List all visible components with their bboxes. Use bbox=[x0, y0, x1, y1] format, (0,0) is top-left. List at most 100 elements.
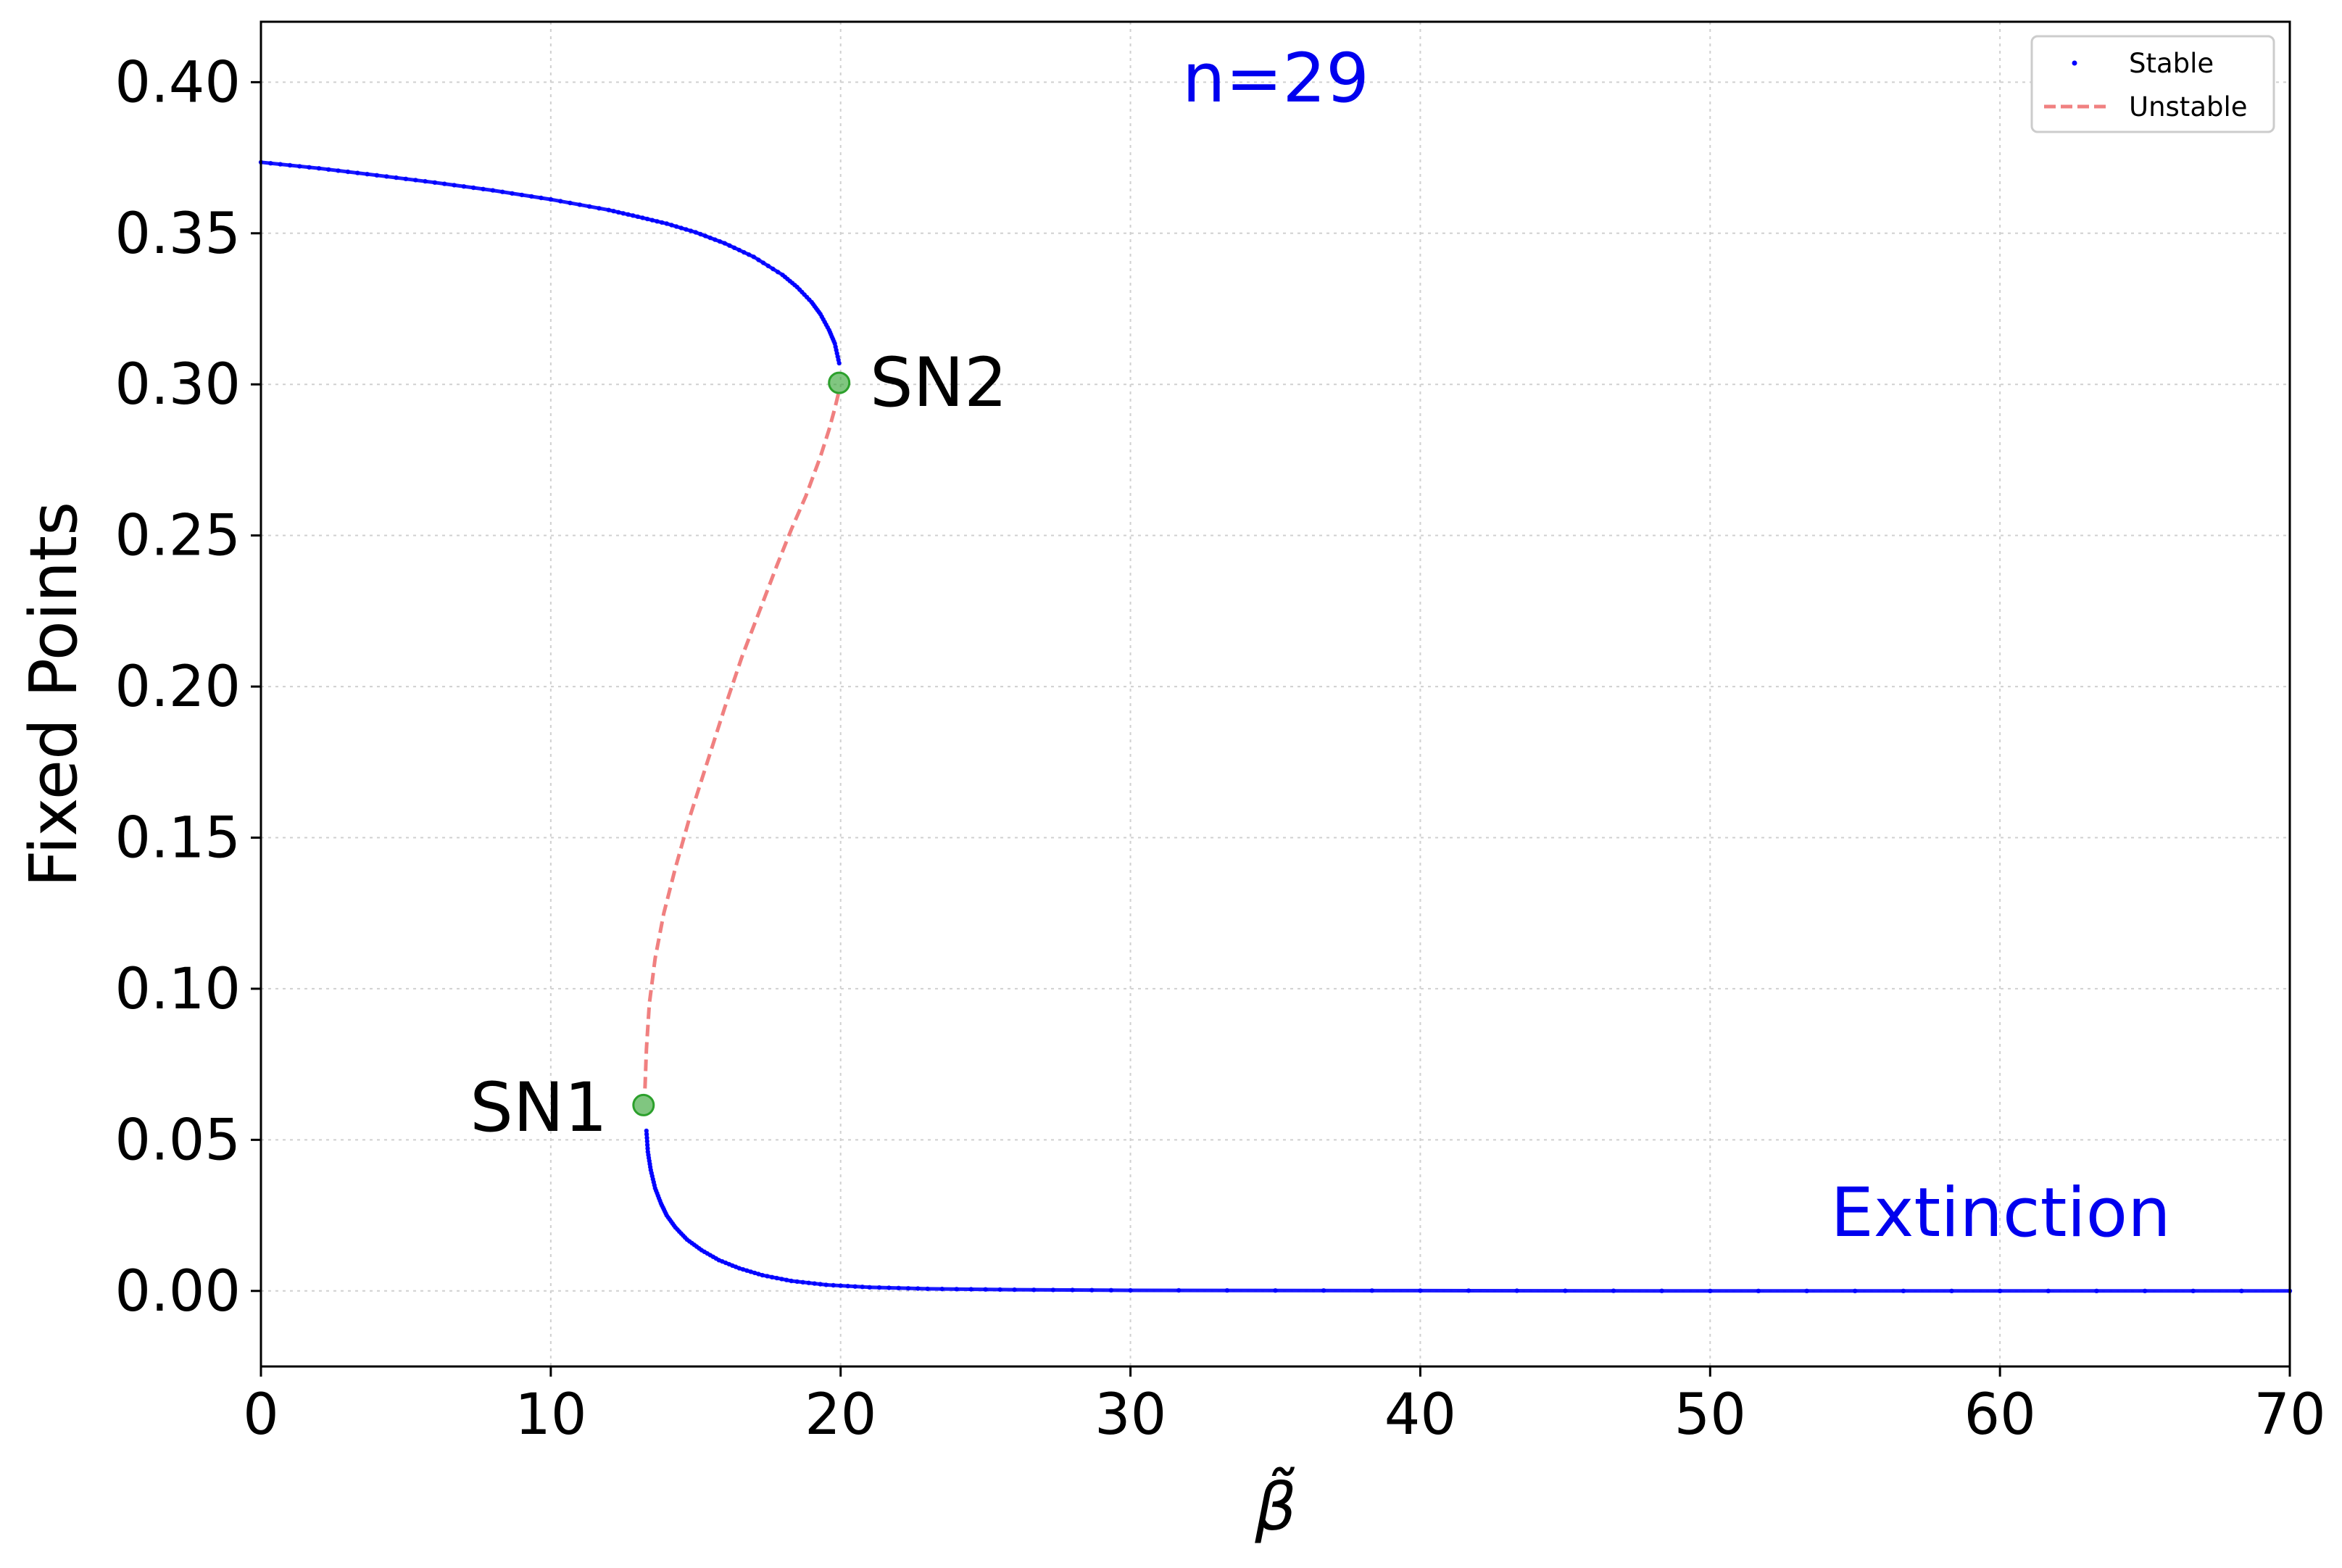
stable-point bbox=[577, 202, 582, 207]
stable-point bbox=[818, 1282, 823, 1287]
x-tick-label: 40 bbox=[1384, 1382, 1456, 1448]
stable-point bbox=[597, 206, 602, 211]
stable-point bbox=[678, 225, 684, 231]
stable-point bbox=[771, 266, 776, 272]
stable-point bbox=[775, 270, 781, 275]
x-tick-label: 10 bbox=[515, 1382, 586, 1448]
stable-point bbox=[1176, 1287, 1182, 1293]
stable-point bbox=[997, 1287, 1002, 1293]
stable-point bbox=[403, 176, 409, 181]
stable-point bbox=[823, 1282, 829, 1287]
stable-point bbox=[644, 216, 650, 222]
stable-point bbox=[769, 1274, 775, 1280]
x-tick-label: 50 bbox=[1674, 1382, 1746, 1448]
stable-point bbox=[1012, 1287, 1017, 1293]
stable-point bbox=[1804, 1288, 1809, 1294]
stable-point bbox=[355, 170, 360, 175]
stable-point bbox=[500, 189, 505, 194]
stable-point bbox=[717, 238, 723, 244]
legend: Stable Unstable bbox=[2030, 35, 2275, 133]
stable-point bbox=[983, 1287, 988, 1292]
stable-point bbox=[297, 164, 302, 169]
stable-point bbox=[664, 221, 669, 226]
stable-point bbox=[867, 1285, 872, 1290]
stable-point bbox=[744, 1268, 749, 1273]
stable-point bbox=[644, 1139, 649, 1144]
stable-point bbox=[742, 249, 747, 255]
stable-point bbox=[756, 257, 761, 262]
y-tick-label: 0.10 bbox=[115, 957, 241, 1022]
stable-point bbox=[1321, 1288, 1326, 1293]
stable-point bbox=[702, 233, 708, 238]
stable-point bbox=[1659, 1288, 1664, 1293]
legend-unstable-label: Unstable bbox=[2129, 91, 2248, 123]
x-tick-label: 70 bbox=[2254, 1382, 2325, 1448]
stable-point bbox=[336, 168, 341, 173]
stable-point bbox=[606, 207, 611, 212]
stable-point bbox=[779, 1277, 784, 1282]
stable-point bbox=[307, 165, 312, 170]
stable-point bbox=[626, 212, 631, 217]
stable-point bbox=[529, 194, 534, 199]
stable-point bbox=[611, 209, 616, 214]
stable-point bbox=[461, 184, 467, 189]
stable-point bbox=[2094, 1288, 2099, 1294]
stable-point bbox=[800, 1279, 805, 1285]
stable-point bbox=[287, 162, 293, 168]
stable-point bbox=[423, 178, 428, 184]
stable-point bbox=[649, 217, 655, 223]
stable-point bbox=[452, 183, 457, 188]
y-tick-label: 0.25 bbox=[115, 504, 241, 569]
y-tick-label: 0.00 bbox=[115, 1259, 241, 1324]
legend-box bbox=[2030, 35, 2275, 133]
stable-point bbox=[558, 199, 563, 204]
stable-point bbox=[1949, 1288, 1954, 1294]
stable-point bbox=[736, 247, 742, 253]
stable-point bbox=[2191, 1288, 2196, 1294]
y-axis-label: Fixed Points bbox=[16, 502, 92, 887]
saddle-node-sn2-marker bbox=[828, 371, 851, 394]
stable-point bbox=[413, 178, 418, 183]
stable-point bbox=[740, 1266, 746, 1272]
stable-point bbox=[1466, 1288, 1471, 1293]
stable-point bbox=[860, 1285, 865, 1290]
stable-point bbox=[645, 1146, 650, 1151]
stable-point bbox=[852, 1284, 858, 1289]
stable-point bbox=[2046, 1288, 2051, 1294]
stable-point bbox=[748, 1269, 754, 1274]
stable-point bbox=[2239, 1288, 2244, 1294]
stable-point bbox=[278, 162, 283, 167]
stable-point bbox=[519, 192, 525, 198]
stable-point bbox=[659, 220, 665, 225]
stable-point bbox=[722, 241, 727, 246]
stable-point bbox=[644, 1135, 649, 1140]
stable-point bbox=[731, 245, 737, 250]
stable-point bbox=[752, 1270, 757, 1276]
x-axis-label: β̃ bbox=[1254, 1467, 1296, 1546]
stable-point bbox=[806, 1280, 811, 1285]
stable-point bbox=[954, 1287, 959, 1292]
y-tick-label: 0.15 bbox=[115, 806, 241, 871]
stable-point bbox=[539, 195, 544, 201]
stable-point bbox=[760, 260, 766, 265]
stable-point bbox=[490, 188, 496, 193]
stable-point bbox=[939, 1286, 944, 1292]
stable-point bbox=[915, 1286, 921, 1291]
stable-point bbox=[756, 1272, 761, 1277]
stable-point bbox=[896, 1285, 901, 1291]
legend-stable-label: Stable bbox=[2129, 48, 2214, 79]
stable-point bbox=[831, 1282, 836, 1288]
x-tick-label: 20 bbox=[805, 1382, 876, 1448]
stable-point bbox=[774, 1275, 779, 1281]
unstable-branch-line bbox=[643, 390, 842, 1089]
stable-point bbox=[838, 1283, 843, 1288]
stable-point bbox=[635, 214, 640, 220]
stable-point bbox=[432, 180, 438, 185]
annotation-extinction: Extinction bbox=[1830, 1174, 2170, 1253]
stable-point bbox=[1050, 1287, 1056, 1293]
stable-point bbox=[644, 1128, 649, 1134]
stable-point bbox=[760, 1272, 765, 1278]
legend-stable-marker bbox=[2072, 60, 2077, 66]
stable-point bbox=[727, 243, 732, 248]
